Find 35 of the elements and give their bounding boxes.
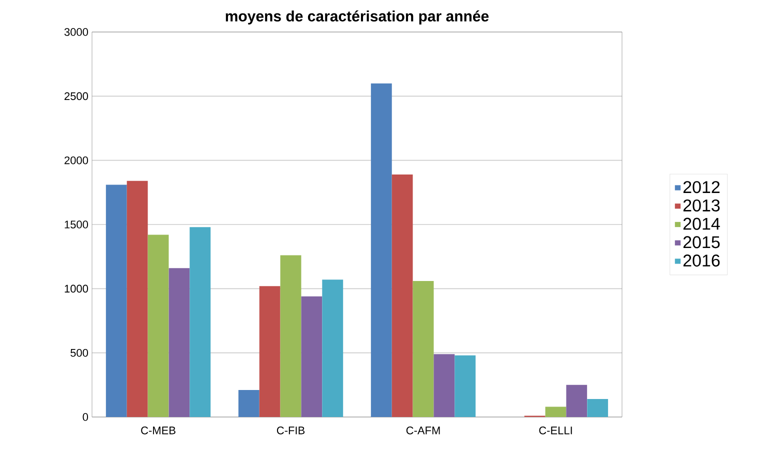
bar	[126, 180, 148, 417]
bar	[106, 184, 127, 417]
y-tick-label: 1500	[64, 220, 88, 228]
bar	[238, 390, 260, 417]
x-tick-label: C-ELLI	[539, 426, 572, 434]
bar	[412, 280, 434, 417]
bar	[148, 234, 169, 417]
legend-label: 2012	[683, 181, 720, 194]
chart-title: moyens de caractérisation par année	[226, 10, 489, 24]
y-tick-label: 2500	[64, 92, 88, 100]
bar	[280, 255, 302, 417]
x-tick-label: C-FIB	[276, 426, 305, 434]
legend-label: 2016	[683, 254, 720, 267]
y-tick-label: 500	[70, 348, 88, 357]
bar	[168, 268, 190, 417]
legend-label: 2015	[683, 236, 720, 248]
bar	[301, 296, 322, 417]
bar	[259, 286, 280, 417]
bar	[454, 355, 476, 417]
bar	[370, 83, 392, 417]
bar	[392, 174, 413, 417]
bar	[322, 280, 344, 417]
bar	[545, 406, 566, 417]
legend-label: 2014	[683, 218, 720, 230]
bar	[566, 384, 588, 417]
x-tick-label: C-MEB	[141, 426, 176, 434]
y-tick-label: 3000	[64, 28, 88, 36]
y-tick-label: 2000	[64, 156, 88, 164]
y-tick-label: 0	[82, 413, 88, 421]
bar	[587, 399, 608, 417]
bar	[190, 227, 211, 417]
y-tick-label: 1000	[64, 284, 88, 293]
legend-label: 2013	[683, 199, 720, 212]
x-tick-label: C-AFM	[406, 426, 440, 434]
bar	[434, 354, 455, 417]
